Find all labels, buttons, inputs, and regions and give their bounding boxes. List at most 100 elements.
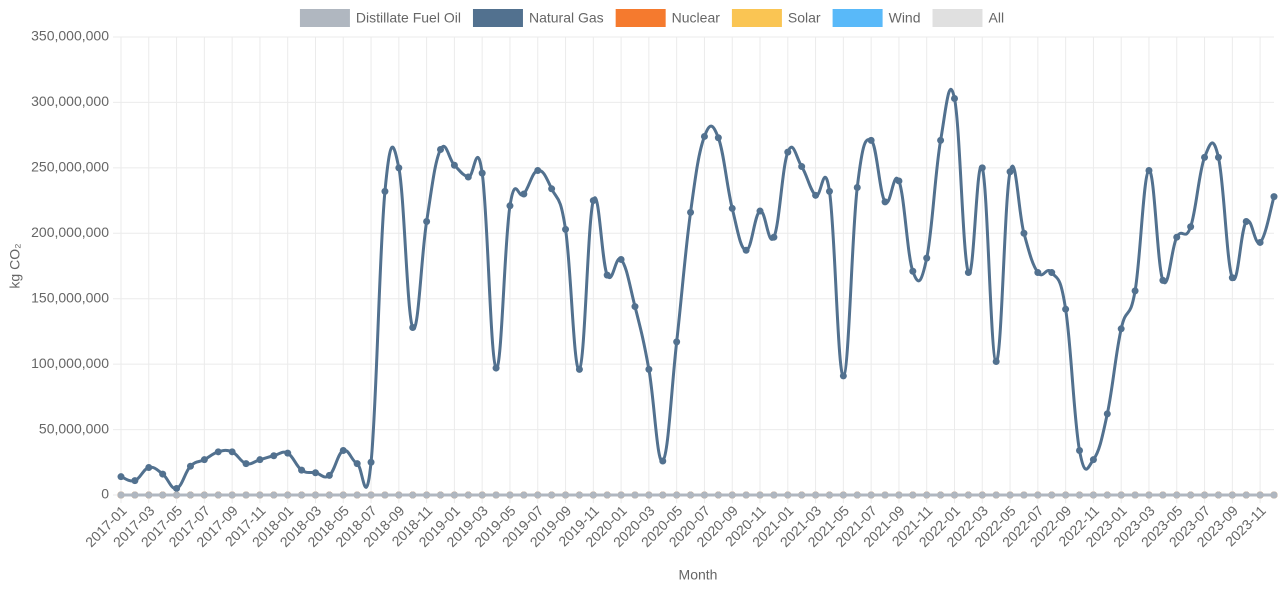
data-point — [145, 491, 153, 499]
data-point — [728, 204, 736, 212]
data-point — [339, 447, 347, 455]
y-tick-label: 100,000,000 — [31, 355, 109, 371]
data-point — [937, 136, 945, 144]
data-point — [381, 491, 389, 499]
data-point — [700, 132, 708, 140]
data-point — [950, 491, 958, 499]
data-point — [1089, 456, 1097, 464]
data-point — [562, 225, 570, 233]
data-point — [214, 448, 222, 456]
data-point — [1062, 305, 1070, 313]
data-point — [687, 491, 695, 499]
data-point — [798, 163, 806, 171]
legend-swatch — [472, 9, 523, 27]
data-point — [506, 202, 514, 210]
data-point — [603, 491, 611, 499]
data-point — [1214, 491, 1222, 499]
data-point — [284, 491, 292, 499]
data-point — [1020, 491, 1028, 499]
data-point — [700, 491, 708, 499]
y-axis-title: kg CO₂ — [7, 243, 23, 288]
data-point — [1242, 491, 1250, 499]
data-point — [978, 164, 986, 172]
data-point — [909, 491, 917, 499]
data-point — [784, 491, 792, 499]
data-point — [478, 169, 486, 177]
data-point — [353, 491, 361, 499]
data-point — [1076, 447, 1084, 455]
data-point — [214, 491, 222, 499]
data-point — [1020, 229, 1028, 237]
data-point — [617, 255, 625, 263]
data-point — [548, 185, 556, 193]
data-point — [673, 338, 681, 346]
data-point — [687, 208, 695, 216]
data-point — [117, 473, 125, 481]
data-point — [1076, 491, 1084, 499]
legend-label: Wind — [889, 10, 921, 26]
data-point — [367, 491, 375, 499]
data-point — [437, 491, 445, 499]
data-point — [423, 218, 431, 226]
x-axis-title: Month — [679, 567, 718, 583]
legend-label: Solar — [788, 10, 821, 26]
data-point — [1173, 233, 1181, 241]
data-point — [714, 134, 722, 142]
data-point — [631, 491, 639, 499]
data-point — [353, 460, 361, 468]
data-point — [1201, 153, 1209, 161]
data-point — [867, 491, 875, 499]
data-point — [409, 324, 417, 332]
data-point — [409, 491, 417, 499]
data-point — [1034, 491, 1042, 499]
data-point — [534, 491, 542, 499]
data-point — [742, 491, 750, 499]
data-point — [770, 491, 778, 499]
data-point — [923, 254, 931, 262]
legend-swatch — [832, 9, 883, 27]
data-point — [1103, 491, 1111, 499]
data-point — [270, 491, 278, 499]
data-point — [853, 491, 861, 499]
data-point — [1089, 491, 1097, 499]
data-point — [881, 491, 889, 499]
data-point — [145, 464, 153, 472]
data-point — [1228, 274, 1236, 282]
legend-swatch — [731, 9, 782, 27]
data-point — [589, 197, 597, 205]
data-point — [1173, 491, 1181, 499]
data-point — [367, 458, 375, 466]
data-point — [714, 491, 722, 499]
data-point — [478, 491, 486, 499]
y-tick-label: 50,000,000 — [39, 420, 109, 436]
data-point — [1159, 276, 1167, 284]
data-point — [339, 491, 347, 499]
data-point — [1131, 287, 1139, 295]
data-point — [117, 491, 125, 499]
data-point — [186, 462, 194, 470]
data-point — [1048, 491, 1056, 499]
series-line — [120, 88, 1276, 490]
data-point — [964, 269, 972, 277]
data-point — [1048, 269, 1056, 277]
data-point — [381, 187, 389, 195]
data-point — [270, 452, 278, 460]
legend-label: Distillate Fuel Oil — [356, 10, 461, 26]
data-point — [395, 164, 403, 172]
data-point — [728, 491, 736, 499]
data-point — [673, 491, 681, 499]
data-point — [575, 365, 583, 373]
data-point — [311, 469, 319, 477]
data-point — [1201, 491, 1209, 499]
data-point — [812, 191, 820, 199]
data-point — [562, 491, 570, 499]
data-point — [1117, 325, 1125, 333]
data-point — [659, 457, 667, 465]
data-point — [839, 491, 847, 499]
data-point — [770, 233, 778, 241]
data-point — [798, 491, 806, 499]
data-point — [853, 183, 861, 191]
y-tick-label: 350,000,000 — [31, 28, 109, 44]
data-point — [298, 491, 306, 499]
